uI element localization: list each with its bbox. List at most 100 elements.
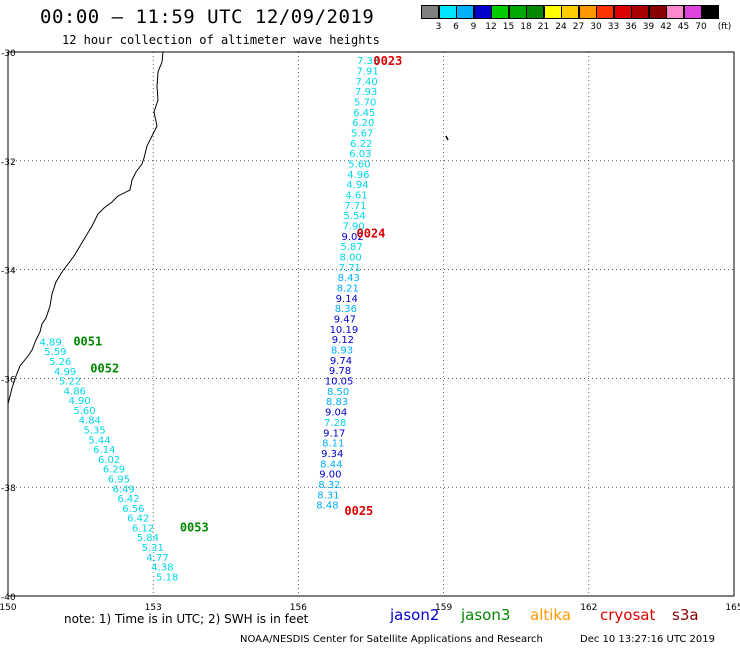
color-scale-label: 39	[642, 22, 655, 32]
wave-height-value: 8.44	[320, 459, 342, 470]
lon-tick-label: 165	[725, 603, 740, 613]
wave-height-value: 7.90	[342, 222, 364, 233]
wave-height-value: 7.91	[356, 66, 378, 77]
wave-height-value: 7.28	[324, 418, 346, 429]
wave-height-value: 4.61	[345, 191, 367, 202]
wave-height-value: 5.67	[351, 129, 373, 140]
lat-tick-label: -32	[1, 158, 16, 168]
wave-height-value: 8.83	[326, 397, 348, 408]
pass-time-label: 0051	[73, 334, 102, 348]
lon-tick-label: 153	[145, 603, 162, 613]
wave-height-value: 6.42	[127, 514, 149, 525]
wave-height-value: 6.42	[117, 494, 139, 505]
wave-height-value: 9.74	[330, 356, 352, 367]
wave-height-value: 8.93	[331, 346, 353, 357]
wave-height-value: 4.89	[39, 337, 61, 348]
wave-height-value: 4.94	[346, 180, 368, 191]
wave-height-value: 9.12	[332, 335, 354, 346]
wave-height-value: 6.95	[108, 474, 130, 485]
legend-item-altika: altika	[530, 606, 572, 624]
wave-height-value: 6.02	[98, 455, 120, 466]
legend-item-jason3: jason3	[461, 606, 511, 624]
wave-height-value: 5.44	[88, 435, 110, 446]
wave-height-value: 10.05	[325, 377, 354, 388]
wave-height-value: 7.93	[355, 87, 377, 98]
color-scale-label: 6	[453, 22, 459, 32]
wave-height-value: 5.26	[49, 357, 71, 368]
legend-item-jason2: jason2	[390, 606, 440, 624]
lon-tick-label: 156	[290, 603, 307, 613]
wave-height-value: 7.71	[344, 201, 366, 212]
wave-height-value: 5.84	[137, 533, 159, 544]
wave-height-value: 10.19	[330, 325, 359, 336]
wave-height-value: 8.48	[316, 501, 338, 512]
note-text: note: 1) Time is in UTC; 2) SWH is in fe…	[64, 612, 309, 626]
wave-height-value: 8.32	[318, 480, 340, 491]
wave-height-value: 7.33	[357, 56, 379, 67]
wave-height-value: 6.22	[350, 139, 372, 150]
wave-height-value: 8.36	[335, 304, 357, 315]
lat-tick-label: -36	[1, 375, 16, 385]
lat-tick-label: -38	[1, 484, 16, 494]
color-scale-label: 15	[502, 22, 515, 32]
wave-height-value: 8.21	[337, 284, 359, 295]
color-scale-label: 24	[555, 22, 567, 32]
wave-height-value: 9.17	[323, 428, 345, 439]
wave-height-value: 5.22	[59, 377, 81, 388]
wave-height-value: 4.38	[151, 563, 173, 574]
wave-height-value: 4.77	[146, 553, 168, 564]
wave-height-value: 9.00	[319, 470, 341, 481]
lon-tick-label: 159	[435, 603, 452, 613]
color-scale-label: 33	[607, 22, 620, 32]
color-scale-label: 70	[695, 22, 707, 32]
island-mark	[445, 135, 449, 141]
wave-height-value: 6.20	[352, 118, 374, 129]
wave-height-value: 6.56	[122, 504, 144, 515]
color-scale-unit: (ft)	[717, 22, 732, 32]
wave-height-value: 5.59	[44, 347, 66, 358]
wave-height-value: 5.54	[343, 211, 365, 222]
timestamp-text: Dec 10 13:27:16 UTC 2019	[580, 634, 715, 645]
wave-height-value: 9.04	[325, 408, 347, 419]
wave-height-value: 6.03	[349, 149, 371, 160]
legend-item-s3a: s3a	[672, 606, 699, 624]
wave-height-value: 7.71	[339, 263, 361, 274]
wave-height-value: 5.70	[354, 98, 376, 109]
wave-height-value: 4.86	[64, 386, 86, 397]
color-scale-label: 21	[537, 22, 550, 32]
pass-time-label: 0024	[356, 227, 385, 241]
page-title: 00:00 – 11:59 UTC 12/09/2019	[40, 6, 375, 28]
wave-height-value: 5.18	[156, 572, 178, 583]
color-scale-label: 45	[677, 22, 690, 32]
wave-height-value: 8.43	[338, 273, 360, 284]
credit-text: NOAA/NESDIS Center for Satellite Applica…	[240, 634, 543, 645]
wave-height-value: 4.90	[68, 396, 90, 407]
lat-tick-label: -34	[1, 267, 16, 277]
wave-height-value: 5.60	[73, 406, 95, 417]
coastline	[7, 51, 164, 416]
pass-time-label: 0025	[344, 504, 373, 518]
color-scale-label: 30	[590, 22, 602, 32]
lon-tick-label: 162	[580, 603, 597, 613]
color-scale-label: 42	[660, 22, 672, 32]
lon-tick-label: 150	[0, 603, 17, 613]
pass-time-label: 0023	[373, 54, 402, 68]
wave-height-value: 8.50	[327, 387, 349, 398]
wave-height-value: 9.34	[321, 449, 343, 460]
wave-height-value: 5.60	[348, 160, 370, 171]
color-scale-label: 36	[625, 22, 637, 32]
wave-height-value: 9.78	[329, 366, 351, 377]
color-swatch	[701, 5, 719, 19]
wave-height-value: 5.35	[84, 426, 106, 437]
wave-height-value: 5.87	[341, 242, 363, 253]
wave-height-value: 4.84	[79, 416, 101, 427]
page-subtitle: 12 hour collection of altimeter wave hei…	[62, 33, 380, 47]
wave-height-value: 8.31	[317, 490, 339, 501]
wave-height-value: 7.40	[356, 77, 378, 88]
color-scale-label: 3	[435, 22, 442, 32]
color-scale-label: 18	[520, 22, 532, 32]
lat-tick-label: -40	[1, 593, 16, 603]
wave-height-value: 6.49	[113, 484, 135, 495]
color-scale-label: 12	[485, 22, 497, 32]
